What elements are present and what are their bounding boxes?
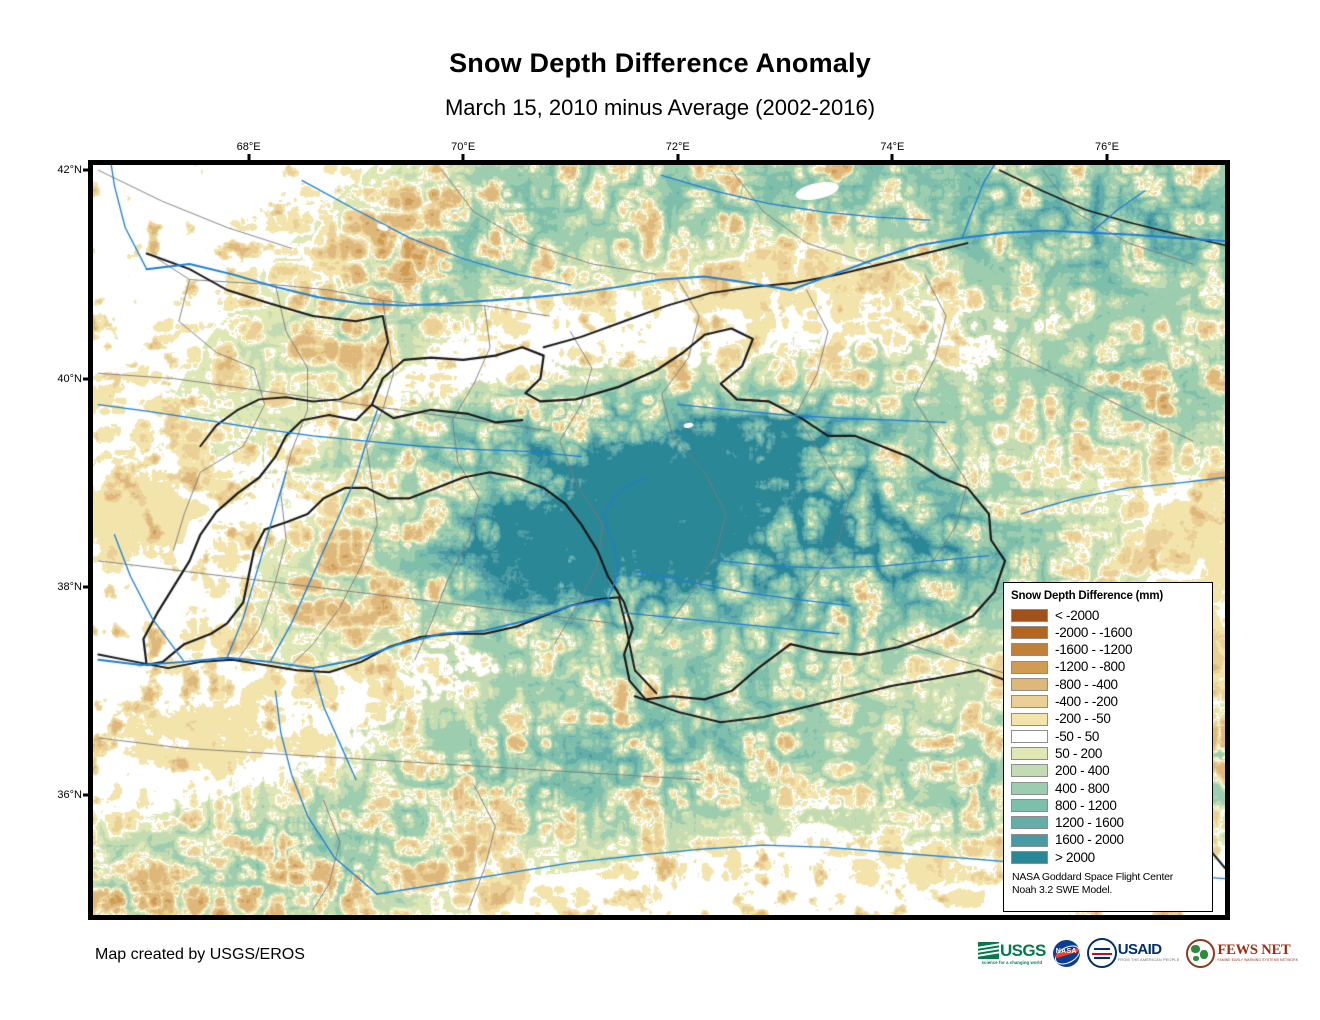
legend-row: 400 - 800: [1010, 780, 1206, 797]
legend-label: -400 - -200: [1055, 694, 1118, 710]
legend-label: -800 - -400: [1055, 676, 1118, 692]
lat-tick-label: 36°N: [57, 789, 82, 802]
legend-label: -1600 - -1200: [1055, 642, 1133, 658]
legend-swatch: [1011, 712, 1048, 726]
lon-tick-mark: [1105, 154, 1109, 164]
fews-tagline: FAMINE EARLY WARNING SYSTEMS NETWORK: [1217, 958, 1299, 963]
nasa-meatball-icon: NASA: [1052, 939, 1080, 967]
legend-label: -1200 - -800: [1055, 659, 1125, 675]
usaid-tagline: FROM THE AMERICAN PEOPLE: [1117, 957, 1180, 962]
lat-tick-mark: [83, 377, 93, 381]
lon-tick-mark: [890, 154, 894, 164]
usgs-wave-icon: [978, 941, 999, 959]
lon-tick-mark: [247, 154, 251, 164]
logo-bar: USGS science for a changing world NASA U…: [978, 936, 1298, 970]
legend-label: -50 - 50: [1055, 728, 1100, 744]
legend-label: 1200 - 1600: [1055, 815, 1124, 831]
lon-tick-label: 74°E: [880, 141, 905, 153]
usaid-logo: USAID FROM THE AMERICAN PEOPLE: [1086, 938, 1180, 968]
legend-label: 50 - 200: [1055, 745, 1103, 761]
usaid-wordmark: USAID: [1117, 941, 1162, 959]
legend-label: 200 - 400: [1055, 763, 1110, 779]
fews-net-logo: FEWS NET FAMINE EARLY WARNING SYSTEMS NE…: [1186, 938, 1298, 968]
legend-swatch: [1011, 643, 1048, 657]
legend-row: 200 - 400: [1010, 762, 1206, 779]
legend-swatch: [1011, 799, 1048, 813]
legend-label: 400 - 800: [1055, 780, 1110, 796]
lon-tick-mark: [461, 154, 465, 164]
lat-tick-mark: [83, 793, 93, 797]
legend-label: -200 - -50: [1055, 711, 1111, 727]
legend-row: < -2000: [1010, 607, 1206, 624]
lat-tick-label: 38°N: [57, 580, 82, 593]
legend-label: 1600 - 2000: [1055, 832, 1124, 848]
fews-globe-icon: [1186, 938, 1216, 968]
legend-row: 1600 - 2000: [1010, 832, 1206, 849]
legend-label: 800 - 1200: [1055, 797, 1117, 813]
legend-row: -400 - -200: [1010, 693, 1206, 710]
usaid-seal-icon: [1086, 938, 1117, 968]
legend-swatch: [1011, 660, 1048, 674]
legend-swatch: [1011, 833, 1048, 847]
legend-row: -1600 - -1200: [1010, 641, 1206, 658]
lon-tick-label: 72°E: [665, 141, 690, 153]
page-subtitle: March 15, 2010 minus Average (2002-2016): [444, 95, 876, 120]
map-frame[interactable]: [88, 160, 1230, 920]
title-block: Snow Depth Difference Anomaly March 15, …: [0, 0, 1320, 119]
nasa-wordmark: NASA: [1055, 947, 1077, 955]
lat-tick-mark: [83, 585, 93, 589]
legend-swatch: [1011, 850, 1048, 864]
usgs-wordmark: USGS: [1000, 941, 1046, 961]
legend-row: -1200 - -800: [1010, 659, 1206, 676]
legend-row: 50 - 200: [1010, 745, 1206, 762]
legend-credit-line2: Noah 3.2 SWE Model.: [1012, 884, 1113, 897]
legend-row: -50 - 50: [1010, 728, 1206, 745]
legend-label: > 2000: [1055, 849, 1095, 865]
legend-label: -2000 - -1600: [1055, 624, 1133, 640]
legend-swatch: [1011, 729, 1048, 743]
legend-row: -800 - -400: [1010, 676, 1206, 693]
legend-swatch: [1011, 764, 1048, 778]
lon-tick-label: 70°E: [451, 141, 476, 153]
legend-swatch: [1011, 695, 1048, 709]
legend-credit: NASA Goddard Space Flight Center Noah 3.…: [1012, 871, 1206, 897]
lat-tick-label: 42°N: [57, 164, 82, 177]
legend-credit-line1: NASA Goddard Space Flight Center: [1012, 871, 1174, 884]
legend-swatch: [1011, 781, 1048, 795]
lon-tick-label: 76°E: [1094, 141, 1119, 153]
usgs-tagline: science for a changing world: [981, 959, 1043, 965]
lat-tick-label: 40°N: [57, 372, 82, 385]
legend-swatch: [1011, 608, 1048, 622]
usgs-logo: USGS science for a changing world: [978, 938, 1046, 968]
lon-tick-mark: [676, 154, 680, 164]
lon-tick-label: 68°E: [236, 141, 261, 153]
legend-title: Snow Depth Difference (mm): [1011, 590, 1163, 602]
legend-row: > 2000: [1010, 849, 1206, 866]
nasa-logo: NASA: [1052, 938, 1080, 968]
legend-swatch: [1011, 626, 1048, 640]
map-author-credit: Map created by USGS/EROS: [95, 946, 305, 963]
legend-row: -200 - -50: [1010, 710, 1206, 727]
legend-row: -2000 - -1600: [1010, 624, 1206, 641]
map-legend: Snow Depth Difference (mm) < -2000 -2000 …: [1003, 582, 1213, 912]
lat-tick-mark: [83, 168, 93, 172]
legend-row: 1200 - 1600: [1010, 814, 1206, 831]
legend-row: 800 - 1200: [1010, 797, 1206, 814]
legend-swatch: [1011, 747, 1048, 761]
page-title: Snow Depth Difference Anomaly: [449, 48, 871, 78]
legend-swatch: [1011, 816, 1048, 830]
fews-wordmark: FEWS NET: [1217, 941, 1291, 958]
legend-swatch: [1011, 677, 1048, 691]
legend-label: < -2000: [1055, 607, 1100, 623]
legend-class-list: < -2000 -2000 - -1600 -1600 - -1200 -1200 -…: [1010, 607, 1206, 866]
